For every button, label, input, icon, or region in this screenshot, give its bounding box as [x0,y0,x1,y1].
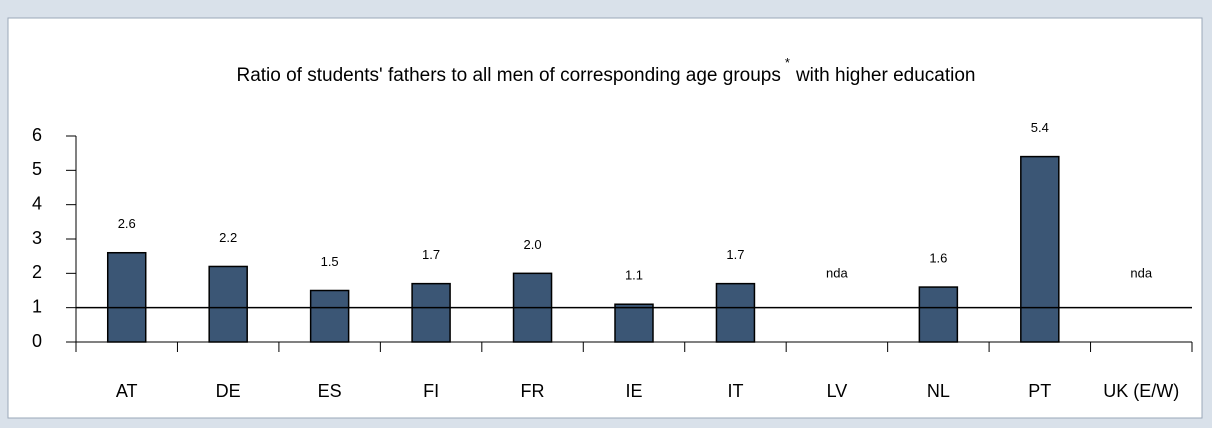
x-tick-label: FR [521,381,545,401]
x-tick-label: LV [827,381,848,401]
chart-title: Ratio of students' fathers to all men of… [236,55,975,86]
title-main: Ratio of students' fathers to all men of… [236,65,780,86]
x-tick-label: UK (E/W) [1103,381,1179,401]
x-tick-label: FI [423,381,439,401]
x-tick-label: ES [318,381,342,401]
data-label: 1.5 [321,254,339,269]
data-label: 5.4 [1031,120,1049,135]
x-tick-label: IE [625,381,642,401]
y-tick-label: 0 [32,331,42,351]
x-tick-label: PT [1028,381,1051,401]
bar [106,251,147,343]
data-label: 1.7 [422,247,440,262]
x-tick-label: AT [116,381,138,401]
title-end: with higher education [795,65,976,86]
bar [918,286,959,343]
y-tick-label: 3 [32,228,42,248]
y-tick-label: 1 [32,296,42,316]
y-tick-label: 4 [32,193,42,213]
data-label: 1.1 [625,268,643,283]
data-label: 2.6 [118,216,136,231]
data-label: 2.2 [219,230,237,245]
panel [7,17,1203,419]
data-label: nda [1130,265,1152,280]
x-tick-label: DE [216,381,241,401]
title-footnote-mark: * [785,55,790,70]
x-tick-label: IT [727,381,743,401]
bar [1020,155,1060,343]
x-tick-label: NL [927,381,950,401]
y-tick-label: 2 [32,262,42,282]
bar [309,289,350,343]
bar [411,282,451,343]
data-label: 1.7 [726,247,744,262]
y-tick-label: 6 [32,125,42,145]
data-label: 2.0 [524,237,542,252]
bar [208,265,248,343]
data-label: 1.6 [929,251,947,266]
bar [715,282,756,343]
bar [614,303,654,343]
y-tick-label: 5 [32,159,42,179]
data-label: nda [826,265,848,280]
